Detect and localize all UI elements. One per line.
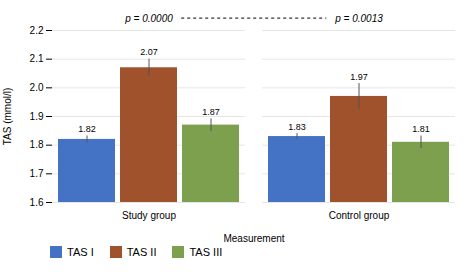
html-text:TAS III: TAS III <box>189 246 223 258</box>
svg-text:1.97: 1.97 <box>350 72 368 82</box>
svg-text:Study group: Study group <box>122 210 176 221</box>
svg-text:2.0: 2.0 <box>30 82 44 93</box>
svg-text:1.81: 1.81 <box>412 124 430 134</box>
svg-text:1.7: 1.7 <box>30 168 44 179</box>
html-text:TAS I: TAS I <box>67 246 94 258</box>
svg-text:Measurement: Measurement <box>223 233 284 244</box>
svg-text:1.82: 1.82 <box>78 124 96 134</box>
svg-text:1.8: 1.8 <box>30 139 44 150</box>
html-text:TAS II: TAS II <box>126 246 157 258</box>
svg-text:p = 0.0000: p = 0.0000 <box>124 13 173 24</box>
svg-text:TAS (mmol/l): TAS (mmol/l) <box>2 88 13 146</box>
svg-text:p = 0.0013: p = 0.0013 <box>334 13 383 24</box>
svg-text:Control group: Control group <box>329 210 390 221</box>
svg-text:2.07: 2.07 <box>140 47 158 57</box>
svg-text:1.9: 1.9 <box>30 111 44 122</box>
svg-text:1.87: 1.87 <box>202 107 220 117</box>
svg-text:2.1: 2.1 <box>30 53 44 64</box>
svg-text:2.2: 2.2 <box>30 25 44 36</box>
svg-text:1.6: 1.6 <box>30 197 44 208</box>
svg-text:1.83: 1.83 <box>288 122 306 132</box>
